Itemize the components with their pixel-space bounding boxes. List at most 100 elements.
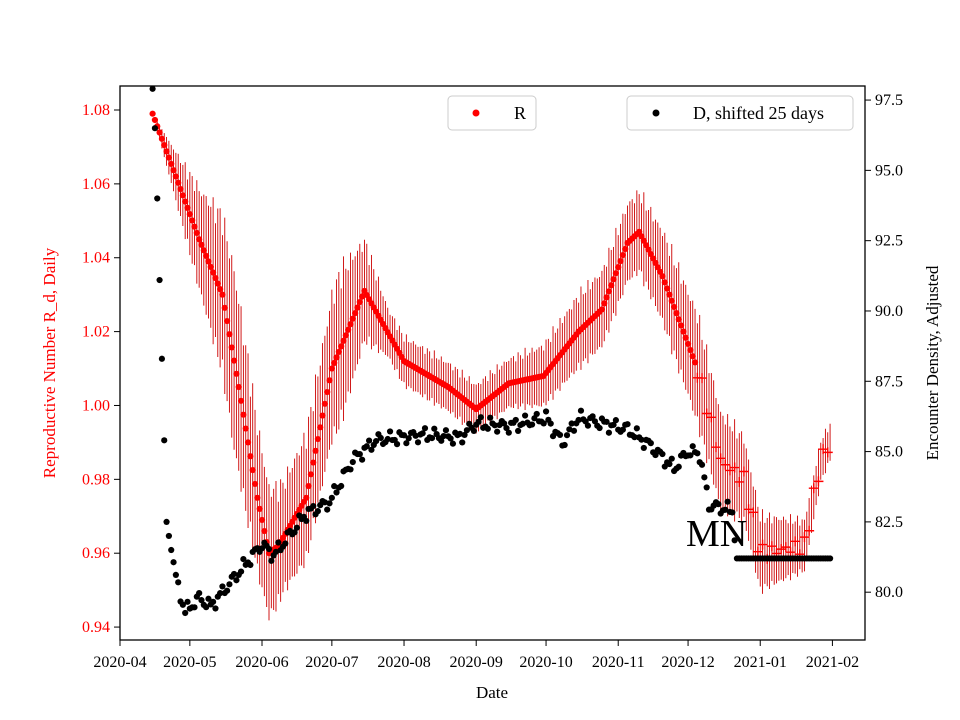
d-point <box>463 427 470 434</box>
d-point <box>556 431 564 439</box>
r-point <box>207 263 214 271</box>
d-point <box>163 518 170 525</box>
r-point <box>230 357 238 364</box>
r-estimate-point <box>729 462 740 473</box>
d-point <box>675 463 682 470</box>
r-point <box>677 322 685 329</box>
d-point <box>631 434 638 441</box>
y-right-tick-label: 97.5 <box>875 92 903 109</box>
x-tick-label: 2020-08 <box>377 654 430 671</box>
d-point <box>659 450 666 458</box>
y-axis-right: 80.0 82.5 85.0 87.5 90.0 92.5 95.0 97.5 <box>865 92 903 601</box>
d-point <box>475 418 482 425</box>
r-point <box>664 285 671 292</box>
d-point <box>724 498 731 505</box>
d-point <box>568 420 575 427</box>
d-point <box>233 577 240 584</box>
r-point <box>333 354 340 361</box>
r-estimate-point <box>706 412 717 423</box>
legend-r-box <box>447 95 537 131</box>
d-point <box>561 441 568 449</box>
legend-d-box <box>626 95 854 131</box>
r-point <box>328 365 335 372</box>
d-point <box>349 458 356 466</box>
d-point <box>240 555 247 563</box>
r-point <box>689 353 696 360</box>
d-point <box>223 587 231 594</box>
r-point <box>603 294 610 301</box>
legend-r-marker <box>472 109 480 117</box>
r-point <box>342 332 349 339</box>
d-point <box>715 501 722 508</box>
y-left-tick-label: 1.00 <box>82 397 110 414</box>
d-point <box>533 410 540 418</box>
d-point <box>363 443 370 450</box>
r-point <box>233 370 240 377</box>
r-estimate-point <box>790 536 801 547</box>
d-point <box>366 437 373 444</box>
r-point <box>179 192 186 199</box>
r-point <box>307 471 315 478</box>
y-left-tick-label: 1.04 <box>82 250 110 267</box>
d-point <box>512 416 519 424</box>
d-point <box>547 420 554 427</box>
d-point <box>400 432 408 439</box>
d-point <box>303 517 310 525</box>
d-point <box>314 508 321 515</box>
d-point <box>563 432 571 439</box>
r-point <box>156 129 163 136</box>
d-point <box>584 422 592 429</box>
x-tick-label: 2020-05 <box>163 654 216 671</box>
legend-d: D, shifted 25 days <box>626 95 854 131</box>
d-point <box>487 414 494 421</box>
r-point <box>223 317 231 325</box>
d-point <box>438 437 445 444</box>
y-right-tick-label: 92.5 <box>875 233 903 250</box>
r-point <box>247 453 254 460</box>
r-point <box>261 527 268 535</box>
r-point <box>158 135 166 142</box>
d-point <box>421 425 429 432</box>
r-point <box>186 211 193 218</box>
r-point <box>615 264 622 271</box>
d-point <box>419 430 426 437</box>
r-point <box>249 467 256 474</box>
r-point <box>196 236 203 243</box>
x-tick-label: 2021-01 <box>734 654 787 671</box>
d-point <box>203 604 210 611</box>
r-series <box>149 110 833 564</box>
r-estimate-point <box>738 466 749 477</box>
r-point <box>151 116 159 124</box>
r-point <box>214 280 221 287</box>
r-point <box>331 359 338 367</box>
r-point <box>205 258 212 265</box>
d-point <box>459 439 466 446</box>
d-point <box>589 413 596 420</box>
r-estimate-point <box>715 453 726 464</box>
r-point <box>661 279 668 286</box>
r-point <box>177 185 184 193</box>
r-estimate-point <box>720 459 731 470</box>
r-point <box>305 482 312 490</box>
r-estimate-point <box>752 546 763 557</box>
y-left-tick-label: 1.02 <box>82 324 110 341</box>
x-tick-label: 2020-06 <box>235 654 288 671</box>
d-point <box>321 499 328 506</box>
d-point <box>217 590 224 597</box>
d-point <box>540 420 547 427</box>
x-tick-label: 2021-02 <box>806 654 859 671</box>
d-point <box>237 568 245 575</box>
d-point <box>729 509 736 516</box>
r-point <box>684 340 692 348</box>
d-point <box>151 125 159 132</box>
r-point <box>251 480 259 488</box>
d-point <box>156 276 163 284</box>
d-point <box>612 417 619 424</box>
d-point <box>328 494 335 501</box>
y-left-tick-label: 1.08 <box>82 102 110 119</box>
r-estimate-point <box>808 483 819 494</box>
r-point <box>340 337 347 344</box>
d-point <box>182 609 189 617</box>
d-point <box>505 429 512 436</box>
r-point <box>226 331 233 338</box>
